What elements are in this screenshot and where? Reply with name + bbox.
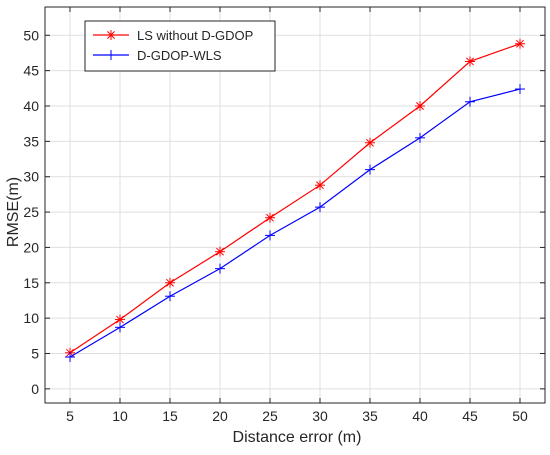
- data-point: [165, 277, 175, 288]
- x-tick-label: 40: [412, 408, 428, 424]
- data-point: [65, 352, 75, 363]
- series-line: [69, 88, 521, 358]
- x-tick-label: 5: [66, 408, 74, 424]
- legend-label: LS without D-GDOP: [137, 28, 253, 43]
- series-0: [65, 38, 525, 358]
- data-point: [215, 246, 225, 257]
- data-point: [165, 291, 175, 302]
- y-tick-label: 0: [31, 381, 39, 397]
- series-line: [69, 43, 521, 354]
- x-tick-label: 35: [362, 408, 378, 424]
- series-1: [65, 84, 525, 363]
- legend-marker: [106, 30, 116, 40]
- y-tick-label: 35: [23, 133, 39, 149]
- data-point: [465, 56, 475, 67]
- data-point: [465, 96, 475, 107]
- x-tick-label: 50: [512, 408, 528, 424]
- legend-label: D-GDOP-WLS: [137, 48, 222, 63]
- x-axis-label: Distance error (m): [233, 429, 362, 446]
- x-tick-label: 30: [312, 408, 328, 424]
- y-tick-label: 25: [23, 204, 39, 220]
- legend-box: [84, 20, 276, 72]
- x-tick-label: 45: [462, 408, 478, 424]
- data-point: [265, 212, 275, 223]
- data-point: [265, 230, 275, 241]
- axes: 5 10 15 20 25 30 35 40 45 50 0 5 10 15 20 25 30 35 40 45 50: [23, 6, 546, 424]
- legend: LS without D-GDOP D-GDOP-WLS: [84, 20, 276, 72]
- data-point: [415, 101, 425, 111]
- x-tick-label: 10: [112, 408, 128, 424]
- y-tick-label: 10: [23, 310, 39, 326]
- y-tick-label: 5: [31, 346, 39, 362]
- plot-frame: [44, 6, 546, 404]
- x-tick-label: 15: [162, 408, 178, 424]
- y-tick-label: 45: [23, 63, 39, 79]
- data-point: [315, 202, 325, 213]
- grid: [45, 7, 545, 403]
- data-point: [515, 38, 525, 49]
- x-tick-label: 20: [212, 408, 228, 424]
- y-axis-label: RMSE(m): [5, 177, 22, 247]
- x-tick-label: 25: [262, 408, 278, 424]
- y-tick-label: 20: [23, 239, 39, 255]
- data-point: [315, 180, 325, 191]
- data-point: [115, 322, 125, 333]
- legend-marker: [106, 50, 116, 60]
- y-tick-label: 15: [23, 275, 39, 291]
- data-point: [415, 132, 425, 143]
- y-tick-label: 50: [23, 27, 39, 43]
- data-point: [515, 84, 525, 95]
- data-point: [365, 137, 375, 148]
- y-tick-label: 30: [23, 169, 39, 185]
- data-point: [365, 164, 375, 175]
- series: [65, 38, 525, 363]
- data-point: [215, 263, 225, 274]
- y-tick-label: 40: [23, 98, 39, 114]
